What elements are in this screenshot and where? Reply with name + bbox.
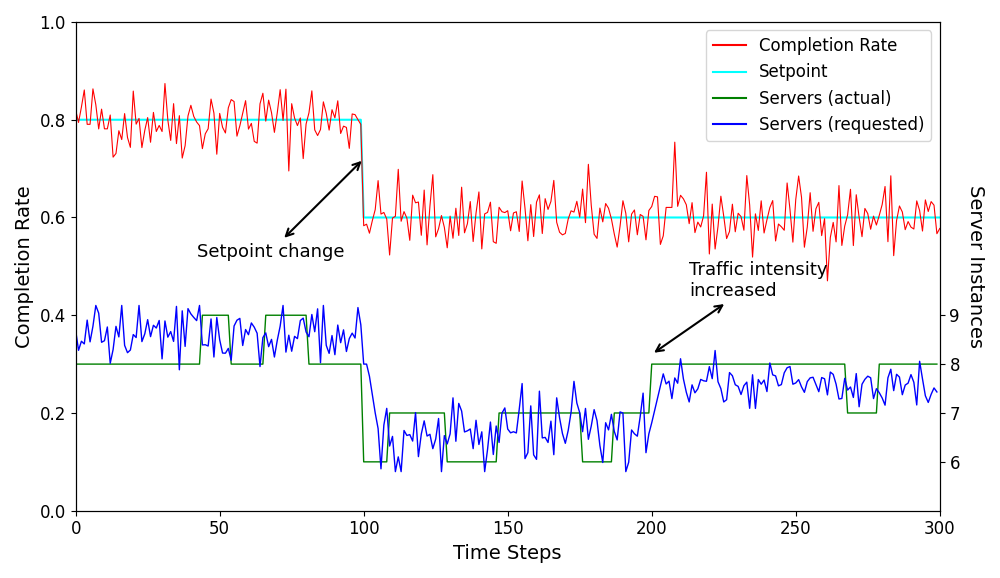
Setpoint [934, 214, 946, 221]
Servers (requested) [603, 427, 615, 434]
Setpoint [358, 214, 370, 221]
Servers (requested) [588, 406, 600, 413]
Servers (requested) [585, 423, 597, 429]
Completion Rate [450, 205, 462, 212]
Completion Rate [934, 225, 946, 232]
Y-axis label: Completion Rate: Completion Rate [15, 185, 34, 348]
Legend: Completion Rate, Setpoint, Servers (actual), Servers (requested): Completion Rate, Setpoint, Servers (actu… [706, 30, 931, 140]
Text: Setpoint change: Setpoint change [197, 162, 360, 261]
Setpoint [873, 214, 885, 221]
Servers (requested) [801, 378, 813, 385]
Servers (actual) [358, 458, 370, 465]
Servers (actual) [856, 409, 868, 416]
Servers (requested) [931, 388, 943, 395]
Servers (actual) [585, 458, 597, 465]
Line: Completion Rate: Completion Rate [76, 84, 940, 281]
Setpoint [752, 214, 764, 221]
Servers (requested) [90, 302, 102, 309]
Completion Rate [159, 80, 171, 87]
Setpoint [663, 214, 675, 221]
Text: Traffic intensity
increased: Traffic intensity increased [656, 261, 828, 351]
Completion Rate [801, 224, 813, 231]
Servers (actual) [196, 312, 208, 318]
Line: Setpoint: Setpoint [76, 120, 940, 217]
Servers (actual) [931, 361, 943, 368]
Servers (actual) [588, 458, 600, 465]
Completion Rate [876, 201, 888, 208]
Line: Servers (requested): Servers (requested) [76, 305, 937, 472]
Completion Rate [752, 227, 764, 234]
Servers (requested) [70, 327, 82, 334]
Completion Rate [70, 106, 82, 113]
Servers (requested) [389, 468, 401, 475]
Setpoint [801, 214, 813, 221]
Servers (actual) [801, 361, 813, 368]
Setpoint [70, 116, 82, 123]
Servers (actual) [70, 361, 82, 368]
Completion Rate [663, 204, 675, 211]
Setpoint [450, 214, 462, 221]
Servers (actual) [603, 458, 615, 465]
Servers (requested) [73, 347, 85, 354]
Setpoint [421, 214, 433, 221]
Servers (actual) [73, 361, 85, 368]
Line: Servers (actual): Servers (actual) [76, 315, 937, 462]
Completion Rate [821, 277, 833, 284]
Servers (requested) [856, 381, 868, 388]
Completion Rate [421, 242, 433, 249]
X-axis label: Time Steps: Time Steps [453, 544, 562, 563]
Y-axis label: Server Instances: Server Instances [966, 185, 985, 348]
